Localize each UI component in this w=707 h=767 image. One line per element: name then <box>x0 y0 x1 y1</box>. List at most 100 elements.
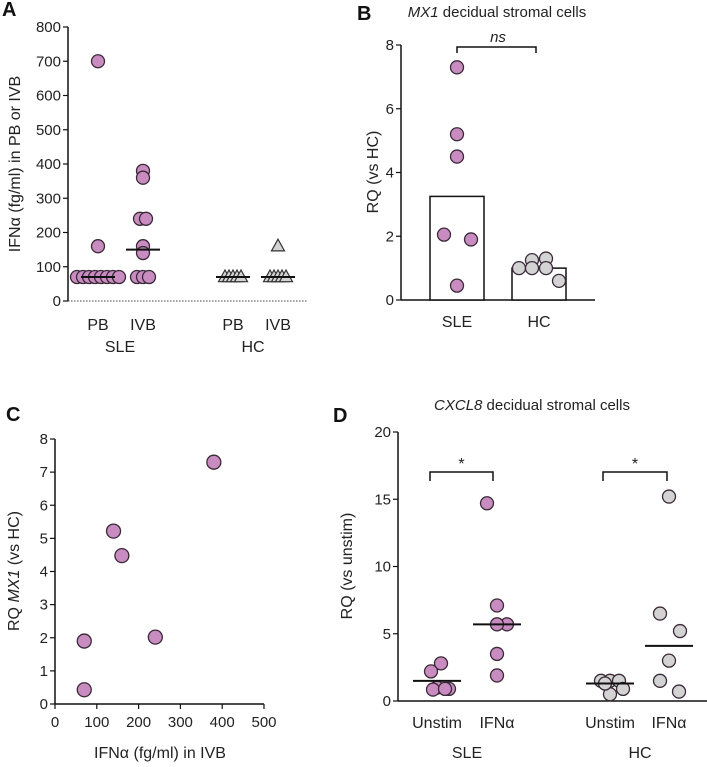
y-tick-label: 5 <box>383 626 391 643</box>
data-point <box>433 656 449 671</box>
x-tick-label: SLE <box>442 314 472 331</box>
data-point <box>114 547 130 564</box>
data-point <box>135 245 151 261</box>
y-tick-label: 0 <box>383 693 391 710</box>
data-point <box>671 684 687 699</box>
y-axis-label: RQ (vs HC) <box>365 131 382 214</box>
data-point <box>551 273 567 289</box>
group-label-sle: SLE <box>105 339 135 356</box>
x-tick-label: HC <box>527 314 550 331</box>
data-point <box>423 664 439 679</box>
data-point <box>76 633 92 649</box>
y-axis-label: IFNα (fg/ml) in PB or IVB <box>7 76 24 252</box>
panel-label-d: D <box>333 405 347 427</box>
y-tick-label: 10 <box>374 559 391 576</box>
data-point <box>524 260 540 276</box>
x-tick-label: IFNα <box>479 715 514 732</box>
data-point <box>463 232 479 247</box>
x-tick-label: 400 <box>210 714 235 731</box>
data-point <box>141 269 157 285</box>
y-tick-label: 2 <box>386 228 394 245</box>
data-point <box>147 629 163 645</box>
data-point <box>206 454 222 470</box>
y-tick-label: 8 <box>386 37 394 54</box>
data-point <box>479 496 495 511</box>
x-tick-label: IVB <box>130 317 156 334</box>
significance-label: * <box>632 456 638 473</box>
data-point <box>615 681 631 697</box>
y-tick-label: 6 <box>386 101 394 118</box>
data-point <box>90 54 106 69</box>
data-point <box>90 239 106 254</box>
significance-label: * <box>458 456 464 473</box>
data-point <box>661 653 677 668</box>
data-point <box>489 668 505 683</box>
x-tick-label: 300 <box>168 714 193 731</box>
group-label-hc: HC <box>628 745 651 762</box>
panel-c: 0 1 2 3 4 5 6 7 8 0 100 200 300 400 500 RQ MX1 (vs HC) I… <box>6 431 277 762</box>
y-tick-label: 600 <box>36 88 61 105</box>
data-point <box>511 260 527 276</box>
y-tick-label: 500 <box>36 122 61 139</box>
x-tick-label: Unstim <box>585 715 635 732</box>
y-tick-label: 15 <box>374 491 391 508</box>
data-point <box>449 60 465 75</box>
y-tick-label: 1 <box>40 663 48 680</box>
x-tick-label: 0 <box>51 714 59 731</box>
chart-title: MX1 decidual stromal cells <box>408 4 586 21</box>
data-point <box>489 598 505 613</box>
data-point <box>652 606 668 621</box>
panel-b: MX1 decidual stromal cells 0 2 4 6 8 RQ (vs HC… <box>365 4 595 331</box>
data-point <box>233 268 249 283</box>
panel-d: CXCL8 decidual stromal cells 0 5 10 15 20 RQ (… <box>339 397 707 762</box>
data-point <box>449 278 465 293</box>
x-tick-label: 100 <box>84 714 109 731</box>
x-tick-label: IVB <box>265 317 291 334</box>
panel-label-c: C <box>6 404 20 426</box>
panel-label-a: A <box>2 0 16 21</box>
data-point <box>672 623 688 639</box>
data-point <box>425 682 441 697</box>
panel-label-b: B <box>357 3 371 25</box>
y-tick-label: 5 <box>40 530 48 547</box>
data-point <box>436 227 452 242</box>
y-tick-label: 400 <box>36 156 61 173</box>
data-point <box>138 211 154 226</box>
data-point <box>652 673 668 688</box>
data-point <box>76 682 92 698</box>
x-tick-label: Unstim <box>412 715 462 732</box>
y-tick-label: 200 <box>36 225 61 242</box>
data-point <box>278 268 294 283</box>
y-tick-label: 0 <box>53 293 61 310</box>
panel-a: 0 100 200 300 400 500 600 700 800 IFNα (fg/ml) in… <box>7 19 308 356</box>
y-tick-label: 0 <box>40 696 48 713</box>
x-tick-label: PB <box>87 317 108 334</box>
significance-bracket <box>602 471 668 481</box>
significance-bracket <box>429 471 494 481</box>
y-tick-label: 8 <box>40 431 48 448</box>
y-tick-label: 7 <box>40 464 48 481</box>
data-point <box>105 523 122 539</box>
chart-title: CXCL8 decidual stromal cells <box>434 397 630 414</box>
x-tick-label: IFNα <box>651 715 686 732</box>
x-tick-label: 500 <box>251 714 276 731</box>
y-tick-label: 2 <box>40 630 48 647</box>
y-tick-label: 100 <box>36 259 61 276</box>
data-point <box>489 646 505 662</box>
x-tick-label: PB <box>222 317 243 334</box>
y-tick-label: 4 <box>40 564 48 581</box>
y-tick-label: 4 <box>386 165 394 182</box>
data-point <box>538 260 554 276</box>
data-point <box>135 170 151 185</box>
y-tick-label: 6 <box>40 497 48 514</box>
y-tick-label: 700 <box>36 53 61 70</box>
y-tick-label: 3 <box>40 597 48 614</box>
y-tick-label: 0 <box>386 292 394 309</box>
data-point <box>661 489 677 504</box>
significance-label: ns <box>490 29 506 46</box>
y-tick-label: 20 <box>374 424 391 441</box>
y-tick-label: 300 <box>36 190 61 207</box>
y-tick-label: 800 <box>36 19 61 36</box>
data-point <box>270 237 286 252</box>
